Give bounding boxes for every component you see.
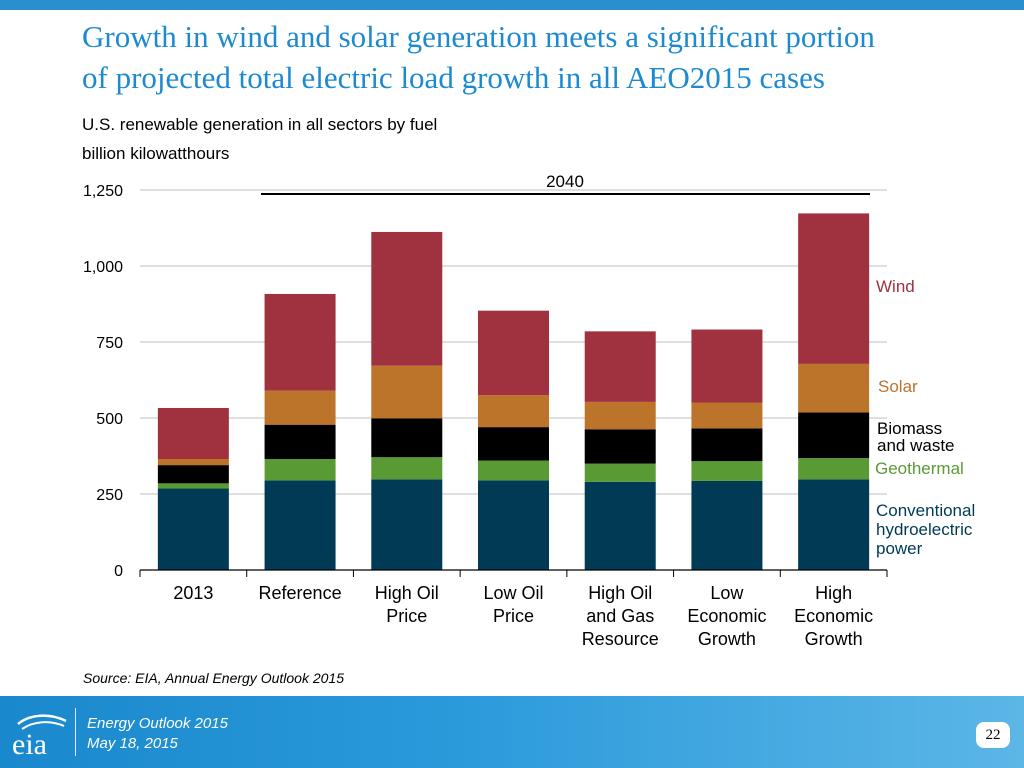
- bar-wind: [371, 231, 443, 366]
- bar-solar: [264, 390, 336, 425]
- bar-conventional-hydroelectric-power: [157, 488, 229, 570]
- bar-wind: [264, 293, 336, 391]
- y-tick-label: 750: [96, 335, 123, 352]
- bar-geothermal: [478, 460, 549, 481]
- bar-biomass-and-waste: [584, 429, 656, 464]
- bracket-2040-label: 2040: [546, 172, 584, 191]
- footer-text: Energy Outlook 2015 May 18, 2015: [87, 714, 228, 754]
- bar-solar: [478, 395, 549, 428]
- legend-label: Geothermal: [875, 459, 964, 478]
- x-category-label: Growth: [698, 629, 756, 649]
- bar-biomass-and-waste: [798, 412, 870, 459]
- bar-conventional-hydroelectric-power: [798, 479, 870, 570]
- bar-solar: [157, 459, 229, 466]
- stacked-bar-chart: 0 250 500 750 1,000 1,250 2013 Reference High Oi…: [83, 172, 975, 649]
- x-category-label: Low Oil: [483, 583, 543, 603]
- x-category-label: and Gas: [586, 606, 654, 626]
- bar-geothermal: [157, 483, 229, 489]
- footer-bar: eia Energy Outlook 2015 May 18, 2015 22: [0, 696, 1024, 768]
- legend-label: Biomass: [877, 419, 942, 438]
- bar-solar: [798, 363, 870, 413]
- footer-divider: [75, 708, 76, 756]
- chart-units-label: billion kilowatthours: [82, 144, 230, 163]
- page-number: 22: [976, 722, 1010, 748]
- bar-wind: [157, 407, 229, 460]
- x-category-label: Economic: [687, 606, 766, 626]
- slide-title: Growth in wind and solar generation meet…: [82, 16, 982, 98]
- top-accent-bar: [0, 0, 1024, 10]
- bar-wind: [691, 329, 763, 403]
- footer-event-name: Energy Outlook 2015: [87, 715, 228, 732]
- x-category-label: Price: [386, 606, 427, 626]
- x-category-label: Reference: [259, 583, 342, 603]
- bar-biomass-and-waste: [371, 418, 443, 458]
- legend-label: Solar: [878, 377, 918, 396]
- x-category-label: High: [815, 583, 852, 603]
- x-category-label: Growth: [805, 629, 863, 649]
- y-tick-label: 250: [96, 487, 123, 504]
- y-tick-label: 0: [114, 563, 123, 580]
- y-tick-label: 1,250: [83, 183, 123, 200]
- y-tick-label: 500: [96, 411, 123, 428]
- x-category-label: High Oil: [375, 583, 439, 603]
- x-category-label: 2013: [173, 583, 213, 603]
- chart-subtitle: U.S. renewable generation in all sectors…: [82, 110, 437, 168]
- bar-wind: [478, 310, 549, 396]
- y-tick-label: 1,000: [83, 259, 123, 276]
- bar-conventional-hydroelectric-power: [371, 479, 443, 570]
- legend-label: power: [876, 539, 923, 558]
- bar-conventional-hydroelectric-power: [691, 480, 763, 570]
- legend-label: Wind: [876, 277, 915, 296]
- legend-label: Conventional: [876, 501, 975, 520]
- bar-wind: [798, 213, 870, 364]
- x-category-label: High Oil: [588, 583, 652, 603]
- bar-geothermal: [264, 459, 336, 481]
- bar-geothermal: [584, 463, 656, 482]
- bar-biomass-and-waste: [478, 427, 549, 461]
- x-category-label: Low: [710, 583, 744, 603]
- x-category-label: Economic: [794, 606, 873, 626]
- eia-logo-text: eia: [12, 728, 47, 758]
- bar-biomass-and-waste: [157, 465, 229, 484]
- bar-conventional-hydroelectric-power: [478, 480, 549, 570]
- bar-conventional-hydroelectric-power: [264, 480, 336, 570]
- bar-solar: [584, 401, 656, 430]
- x-category-label: Resource: [582, 629, 659, 649]
- bar-biomass-and-waste: [264, 424, 336, 460]
- slide-title-line-2: of projected total electric load growth …: [82, 60, 825, 95]
- slide-title-line-1: Growth in wind and solar generation meet…: [82, 19, 875, 54]
- footer-date: May 18, 2015: [87, 735, 178, 752]
- legend-label: and waste: [877, 436, 955, 455]
- chart-subtitle-line-1: U.S. renewable generation in all sectors…: [82, 115, 438, 134]
- legend-label: hydroelectric: [876, 520, 973, 539]
- bar-biomass-and-waste: [691, 428, 763, 462]
- bar-solar: [691, 402, 763, 429]
- x-category-label: Price: [493, 606, 534, 626]
- bar-geothermal: [691, 461, 763, 481]
- bar-solar: [371, 365, 443, 419]
- eia-logo-icon: eia: [12, 714, 67, 758]
- bar-conventional-hydroelectric-power: [584, 481, 656, 570]
- source-note: Source: EIA, Annual Energy Outlook 2015: [83, 670, 344, 686]
- bar-geothermal: [798, 458, 870, 480]
- bar-geothermal: [371, 457, 443, 480]
- bar-wind: [584, 331, 656, 402]
